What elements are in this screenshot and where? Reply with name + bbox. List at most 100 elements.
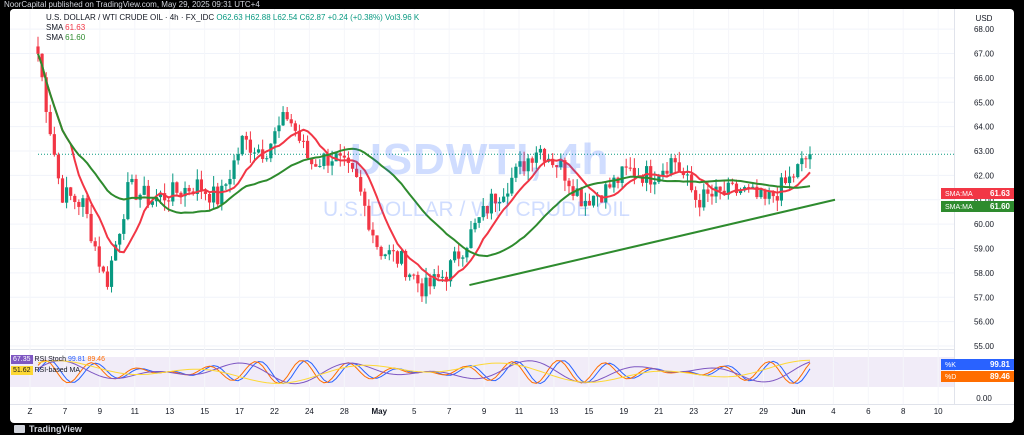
candle-body[interactable]: [52, 134, 56, 155]
candle-body[interactable]: [322, 153, 326, 166]
candle-body[interactable]: [293, 123, 297, 131]
candle-body[interactable]: [195, 179, 199, 194]
candle-body[interactable]: [85, 198, 89, 214]
candle-body[interactable]: [559, 160, 563, 168]
candle-body[interactable]: [318, 165, 322, 167]
candle-body[interactable]: [575, 188, 579, 196]
candle-body[interactable]: [632, 167, 636, 177]
candle-body[interactable]: [118, 233, 122, 245]
candle-body[interactable]: [738, 190, 743, 194]
candle-body[interactable]: [163, 193, 167, 201]
candle-body[interactable]: [281, 112, 285, 126]
candle-body[interactable]: [534, 152, 538, 163]
candle-body[interactable]: [612, 177, 616, 188]
candle-body[interactable]: [665, 170, 669, 174]
candle-body[interactable]: [734, 183, 739, 194]
sma-fast-line[interactable]: [37, 53, 811, 282]
candle-body[interactable]: [677, 162, 681, 172]
candle-body[interactable]: [342, 155, 346, 158]
candle-body[interactable]: [502, 196, 506, 202]
candle-body[interactable]: [608, 184, 612, 188]
candle-body[interactable]: [326, 153, 330, 166]
candle-body[interactable]: [567, 180, 571, 187]
candle-body[interactable]: [706, 189, 710, 194]
candle-body[interactable]: [730, 182, 734, 184]
candle-body[interactable]: [604, 184, 608, 203]
candle-body[interactable]: [624, 166, 628, 168]
candle-body[interactable]: [792, 176, 796, 178]
candle-body[interactable]: [710, 193, 714, 197]
candle-body[interactable]: [461, 257, 465, 259]
candle-body[interactable]: [44, 77, 48, 112]
candle-body[interactable]: [350, 162, 355, 169]
candle-body[interactable]: [252, 152, 257, 154]
candle-body[interactable]: [718, 186, 722, 191]
candle-body[interactable]: [77, 201, 81, 207]
candle-body[interactable]: [277, 125, 281, 132]
rsi-ma-legend[interactable]: 51.62 RSI-based MA: [11, 366, 80, 375]
support-trendline[interactable]: [469, 198, 836, 287]
candle-body[interactable]: [694, 190, 698, 200]
candle-body[interactable]: [363, 191, 367, 206]
stoch-d-badge[interactable]: [941, 371, 1014, 382]
candle-body[interactable]: [64, 187, 69, 203]
candle-body[interactable]: [661, 170, 665, 177]
candle-body[interactable]: [510, 177, 514, 194]
candle-body[interactable]: [538, 148, 543, 153]
candle-body[interactable]: [669, 158, 673, 174]
legend-symbol[interactable]: U.S. DOLLAR / WTI CRUDE OIL · 4h · FX_ID…: [46, 13, 215, 22]
candle-body[interactable]: [183, 187, 187, 197]
candle-body[interactable]: [412, 274, 416, 276]
candle-body[interactable]: [203, 191, 208, 194]
candle-body[interactable]: [105, 271, 110, 287]
candle-body[interactable]: [395, 251, 400, 264]
candle-body[interactable]: [673, 158, 677, 163]
candle-body[interactable]: [771, 191, 775, 197]
candle-body[interactable]: [485, 205, 489, 214]
candle-body[interactable]: [751, 186, 755, 188]
price-pane[interactable]: [10, 9, 954, 349]
candle-body[interactable]: [685, 174, 690, 176]
candle-body[interactable]: [808, 154, 812, 160]
candle-body[interactable]: [73, 195, 77, 202]
candle-body[interactable]: [150, 201, 154, 205]
candle-body[interactable]: [448, 260, 453, 282]
candle-body[interactable]: [122, 219, 126, 234]
candle-body[interactable]: [800, 158, 804, 165]
candle-body[interactable]: [134, 178, 138, 200]
candle-body[interactable]: [436, 274, 440, 278]
candle-body[interactable]: [216, 186, 220, 205]
candle-body[interactable]: [542, 148, 547, 162]
candle-body[interactable]: [489, 193, 493, 214]
candle-body[interactable]: [453, 251, 457, 261]
candle-body[interactable]: [171, 182, 175, 202]
price-chart[interactable]: 68.00 67.00 66.00 65.00 64.00 63.00 62.00 61.00…: [10, 9, 1014, 423]
candle-body[interactable]: [457, 251, 461, 259]
candle-body[interactable]: [506, 193, 510, 197]
candle-body[interactable]: [212, 186, 216, 203]
candle-body[interactable]: [416, 274, 420, 284]
candle-body[interactable]: [796, 164, 800, 178]
candle-body[interactable]: [775, 196, 779, 201]
candle-body[interactable]: [158, 193, 163, 198]
candle-body[interactable]: [440, 276, 444, 278]
legend-sma2-row[interactable]: SMA 61.60: [46, 33, 419, 43]
candle-body[interactable]: [383, 254, 387, 257]
candle-body[interactable]: [571, 186, 575, 196]
candle-body[interactable]: [228, 178, 232, 185]
candle-body[interactable]: [355, 168, 359, 178]
candle-body[interactable]: [175, 182, 179, 193]
tradingview-logo[interactable]: TradingView: [14, 424, 82, 434]
candle-body[interactable]: [698, 199, 702, 208]
candle-body[interactable]: [269, 143, 273, 159]
candle-body[interactable]: [563, 160, 567, 181]
candle-body[interactable]: [759, 189, 763, 198]
candle-body[interactable]: [114, 244, 118, 261]
candle-body[interactable]: [583, 200, 587, 207]
sma1-price-badge[interactable]: [941, 188, 1014, 199]
candle-body[interactable]: [779, 177, 784, 201]
candle-body[interactable]: [404, 251, 408, 278]
candle-body[interactable]: [514, 166, 518, 178]
candle-body[interactable]: [526, 158, 530, 172]
candle-body[interactable]: [297, 130, 302, 141]
